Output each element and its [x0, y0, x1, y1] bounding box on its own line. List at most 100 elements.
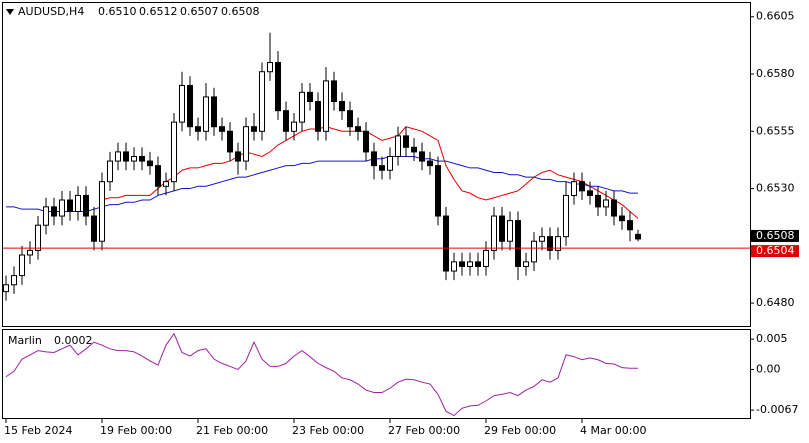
candle-body	[139, 155, 145, 162]
y-tick-label: 0.6580	[756, 67, 795, 80]
ohlc-value: 0.6512	[139, 5, 178, 18]
candle-body	[395, 135, 401, 157]
candle-body	[267, 62, 273, 73]
candle-body	[499, 215, 505, 242]
candle-body	[587, 190, 593, 196]
candle-body	[227, 130, 233, 153]
symbol: AUDUSD,H4	[18, 5, 84, 18]
menu-arrow[interactable]	[6, 9, 14, 15]
price-tag-label: 0.6508	[756, 229, 795, 242]
candle-body	[483, 249, 489, 267]
candle-body	[507, 220, 513, 242]
candle-body	[595, 194, 601, 208]
candle-body	[259, 71, 265, 132]
candle-body	[275, 62, 281, 112]
y-tick-label: -0.0067	[756, 403, 798, 416]
candle-body	[43, 206, 49, 226]
y-tick-label: 0.6480	[756, 296, 795, 309]
candle-body	[331, 80, 337, 103]
x-tick-label: 19 Feb 00:00	[100, 424, 172, 437]
x-tick-label: 4 Mar 00:00	[580, 424, 646, 437]
candle-body	[243, 126, 249, 162]
candle-body	[219, 126, 225, 132]
candle-body	[579, 181, 585, 192]
candle-body	[19, 254, 25, 277]
candle-body	[83, 194, 89, 217]
candle-body	[291, 121, 297, 132]
candle-body	[123, 151, 129, 162]
candle-body	[363, 130, 369, 153]
indicator-line	[5, 332, 638, 417]
price-tag	[751, 229, 799, 242]
candle-body	[131, 155, 137, 162]
candle-body	[571, 181, 577, 196]
candle-body	[179, 84, 185, 123]
candle-body	[555, 236, 561, 251]
candle-body	[531, 240, 537, 263]
candle-body	[371, 151, 377, 167]
indicator-value: 0.0002	[54, 334, 93, 347]
candle-body	[115, 151, 121, 162]
candle-body	[523, 261, 529, 267]
candle-body	[107, 160, 113, 183]
candle-body	[563, 194, 569, 238]
y-tick-label: 0.6555	[756, 124, 795, 137]
candle-body	[539, 236, 545, 242]
candle-body	[547, 236, 553, 251]
y-tick-label: 0.00	[756, 362, 781, 375]
y-tick-label: 0.6605	[756, 10, 795, 23]
candle-body	[35, 224, 41, 251]
x-tick-label: 29 Feb 00:00	[484, 424, 556, 437]
y-tick-label: 0.005	[756, 332, 788, 345]
candle-body	[283, 110, 289, 132]
candle-body	[347, 110, 353, 128]
candle-body	[211, 96, 217, 128]
candle-body	[251, 126, 257, 132]
candle-body	[307, 91, 313, 103]
candle-body	[235, 151, 241, 162]
candle-body	[379, 165, 385, 171]
price-tag-label: 0.6504	[756, 244, 795, 257]
ohlc-value: 0.6510	[98, 5, 137, 18]
candle-body	[355, 126, 361, 132]
candle-body	[627, 220, 633, 231]
candle-body	[11, 275, 17, 286]
moving-average	[6, 155, 638, 212]
candle-body	[67, 199, 73, 212]
x-tick-label: 21 Feb 00:00	[196, 424, 268, 437]
candle-body	[91, 215, 97, 242]
candle-body	[59, 199, 65, 217]
candle-body	[467, 261, 473, 267]
candle-body	[195, 126, 201, 132]
ohlc-value: 0.6508	[221, 5, 260, 18]
candle-body	[451, 261, 457, 272]
candle-body	[611, 199, 617, 217]
candle-body	[339, 101, 345, 112]
candle-body	[411, 146, 417, 153]
candle-body	[475, 261, 481, 267]
candle-body	[635, 233, 641, 240]
candle-body	[203, 96, 209, 132]
x-tick-label: 15 Feb 2024	[4, 424, 72, 437]
ohlc-value: 0.6507	[180, 5, 219, 18]
candle-body	[419, 151, 425, 162]
candle-body	[163, 181, 169, 187]
price-tag	[751, 245, 799, 258]
candle-body	[155, 165, 161, 187]
candle-body	[323, 80, 329, 132]
y-tick-label: 0.6530	[756, 182, 795, 195]
candle-body	[403, 135, 409, 148]
x-tick-label: 23 Feb 00:00	[292, 424, 364, 437]
moving-average	[101, 126, 639, 219]
x-tick-label: 27 Feb 00:00	[388, 424, 460, 437]
sub-panel	[2, 329, 751, 419]
candle-body	[171, 121, 177, 183]
main-panel	[2, 2, 751, 327]
candle-body	[443, 215, 449, 272]
candle-body	[187, 84, 193, 128]
candle-body	[435, 165, 441, 217]
candle-body	[99, 181, 105, 242]
